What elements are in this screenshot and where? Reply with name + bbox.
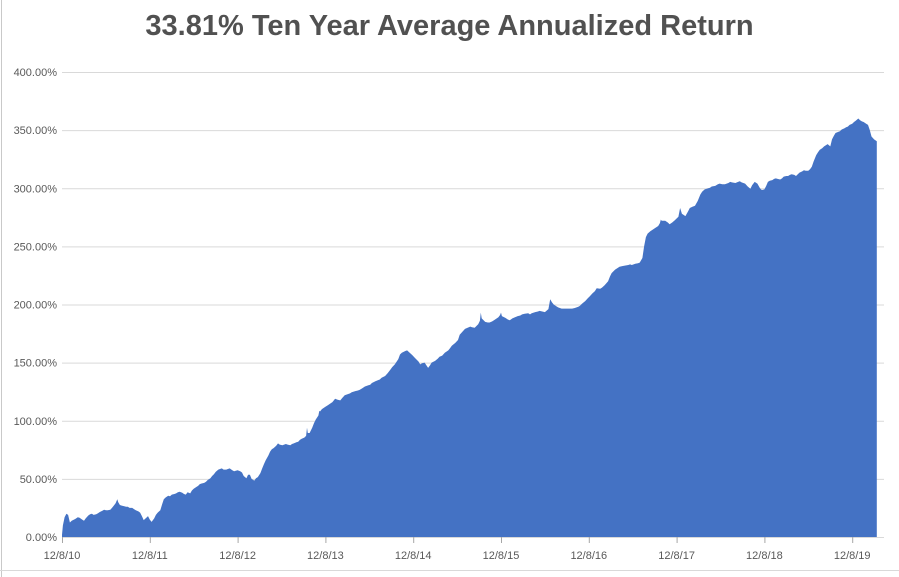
y-axis-tick-label: 0.00% [26,532,57,544]
x-axis-tick-label: 12/8/17 [658,550,695,562]
x-axis-tick-marks-group [62,537,854,543]
return-area-series [62,118,877,537]
y-axis-tick-label: 350.00% [14,125,58,137]
x-axis-tick-label: 12/8/19 [834,550,871,562]
window-left-border [1,0,2,577]
window-bottom-border [0,570,899,571]
x-axis-labels-group: 12/8/10 12/8/11 12/8/12 12/8/13 12/8/14 12/8/… [44,550,871,562]
y-axis-tick-label: 200.00% [14,300,58,312]
x-axis-tick-label: 12/8/11 [132,550,168,562]
y-axis-tick-label: 50.00% [20,474,58,486]
x-axis-tick-label: 12/8/14 [395,550,432,562]
y-axis-labels-group: 0.00% 50.00% 100.00% 150.00% 200.00% 250.00% 3… [14,67,58,544]
gridlines-group [62,72,884,538]
x-axis-tick-label: 12/8/16 [570,550,607,562]
y-axis-tick-label: 300.00% [14,183,58,195]
x-axis-tick-label: 12/8/18 [746,550,783,562]
y-axis-tick-label: 150.00% [14,358,58,370]
x-axis-tick-label: 12/8/15 [483,550,520,562]
x-axis-tick-label: 12/8/10 [44,550,81,562]
x-axis-tick-label: 12/8/13 [307,550,344,562]
y-axis-tick-label: 400.00% [14,67,58,79]
y-axis-tick-label: 250.00% [14,241,58,253]
y-axis-tick-label: 100.00% [14,416,58,428]
x-axis-tick-label: 12/8/12 [219,550,256,562]
chart-title: 33.81% Ten Year Average Annualized Retur… [145,10,754,42]
